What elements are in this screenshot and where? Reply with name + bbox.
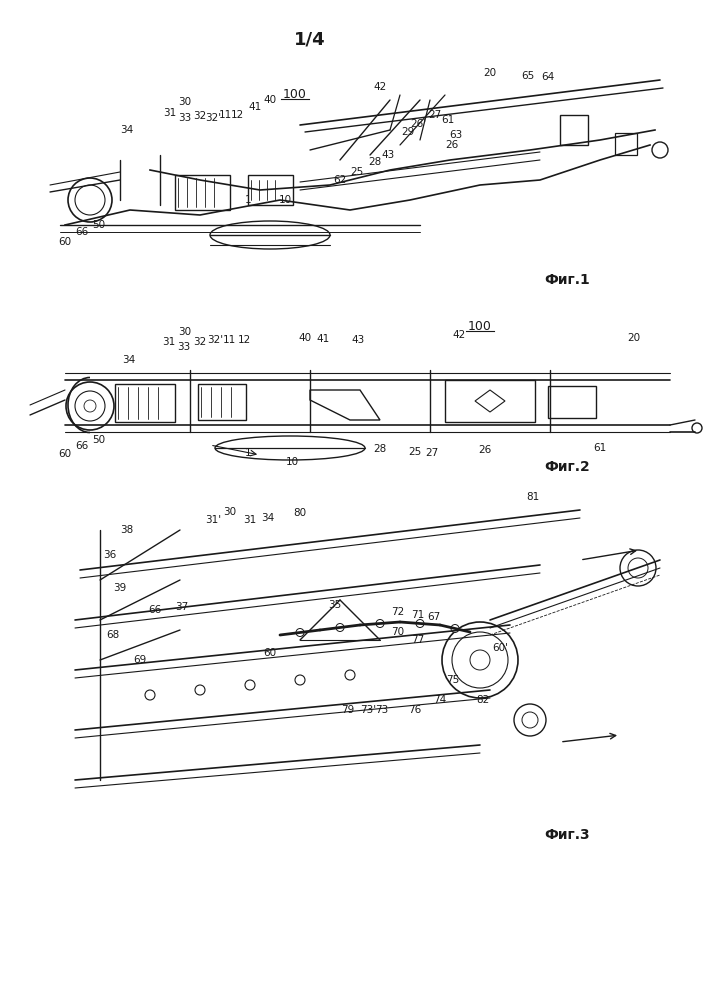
Text: 32': 32'	[207, 335, 223, 345]
Text: 64: 64	[542, 72, 554, 82]
Text: 29: 29	[402, 127, 414, 137]
Text: 28: 28	[368, 157, 382, 167]
Text: 31: 31	[243, 515, 257, 525]
Text: 73': 73'	[360, 705, 376, 715]
Text: 65: 65	[521, 71, 534, 81]
Text: 1: 1	[245, 448, 251, 458]
Text: 30: 30	[223, 507, 237, 517]
Text: 77: 77	[411, 635, 425, 645]
Text: 60: 60	[264, 648, 276, 658]
Text: 31: 31	[163, 108, 177, 118]
Text: 100: 100	[468, 320, 492, 334]
Text: 34: 34	[262, 513, 274, 523]
Text: 1: 1	[245, 195, 251, 205]
Text: 43: 43	[381, 150, 395, 160]
Text: 42: 42	[373, 82, 387, 92]
Text: 50: 50	[93, 435, 105, 445]
Text: 25: 25	[351, 167, 363, 177]
Bar	[198, 384, 246, 420]
Text: 26: 26	[445, 140, 459, 150]
Text: 67: 67	[427, 612, 440, 622]
Text: 20: 20	[627, 333, 640, 343]
Text: 60: 60	[59, 449, 71, 459]
Bar	[615, 133, 637, 155]
Text: 69: 69	[134, 655, 146, 665]
Text: 11: 11	[223, 335, 235, 345]
Text: 40: 40	[298, 333, 312, 343]
Text: 31': 31'	[205, 515, 221, 525]
Text: 20: 20	[484, 68, 496, 78]
Text: 39: 39	[113, 583, 127, 593]
Text: 35: 35	[328, 600, 341, 610]
Text: 62: 62	[334, 175, 346, 185]
Text: 61: 61	[441, 115, 455, 125]
Bar	[175, 175, 230, 210]
Text: 32: 32	[194, 111, 206, 121]
Text: Фиг.2: Фиг.2	[544, 460, 590, 474]
Text: 100: 100	[283, 89, 307, 102]
Text: 37: 37	[175, 602, 189, 612]
Text: 38: 38	[120, 525, 134, 535]
Circle shape	[451, 624, 459, 633]
Text: 28: 28	[373, 444, 387, 454]
Bar	[445, 380, 535, 422]
Circle shape	[336, 624, 344, 632]
Text: 60': 60'	[492, 643, 508, 653]
Text: 33: 33	[177, 342, 191, 352]
Text: 74: 74	[433, 695, 447, 705]
Text: 63: 63	[450, 130, 462, 140]
Text: 82: 82	[477, 695, 490, 705]
Text: 10: 10	[286, 457, 298, 467]
Text: 60: 60	[59, 237, 71, 247]
Text: 70: 70	[392, 627, 404, 637]
Bar	[115, 384, 175, 422]
Bar	[560, 115, 588, 145]
Bar	[548, 386, 596, 418]
Text: 72: 72	[392, 607, 404, 617]
Text: 66: 66	[148, 605, 162, 615]
Text: Фиг.3: Фиг.3	[544, 828, 590, 842]
Text: 66: 66	[76, 441, 88, 451]
Text: 12: 12	[238, 335, 250, 345]
Text: 12: 12	[230, 110, 244, 120]
Bar	[248, 175, 293, 205]
Text: 32': 32'	[205, 113, 221, 123]
Text: 34: 34	[120, 125, 134, 135]
Circle shape	[376, 619, 384, 628]
Text: 66: 66	[76, 227, 88, 237]
Text: 80: 80	[293, 508, 307, 518]
Text: 41: 41	[316, 334, 329, 344]
Text: 41: 41	[248, 102, 262, 112]
Text: 11: 11	[218, 110, 232, 120]
Circle shape	[416, 619, 424, 628]
Text: 42: 42	[452, 330, 466, 340]
Text: 27: 27	[426, 448, 438, 458]
Text: 26: 26	[479, 445, 491, 455]
Text: 27: 27	[428, 110, 442, 120]
Text: 30: 30	[178, 327, 192, 337]
Text: 25: 25	[409, 447, 421, 457]
Text: 26': 26'	[410, 119, 426, 129]
Text: 1/4: 1/4	[294, 31, 326, 49]
Text: 30: 30	[178, 97, 192, 107]
Text: Фиг.1: Фиг.1	[544, 273, 590, 287]
Text: 36: 36	[103, 550, 117, 560]
Text: 31: 31	[163, 337, 175, 347]
Text: 61: 61	[593, 443, 607, 453]
Text: 73: 73	[375, 705, 389, 715]
Text: 34: 34	[122, 355, 136, 365]
Text: 40: 40	[264, 95, 276, 105]
Text: 43: 43	[351, 335, 365, 345]
Text: 76: 76	[409, 705, 421, 715]
Text: 68: 68	[106, 630, 119, 640]
Text: 32: 32	[194, 337, 206, 347]
Text: 33: 33	[178, 113, 192, 123]
Text: 50: 50	[93, 220, 105, 230]
Text: 71: 71	[411, 610, 425, 620]
Text: 75: 75	[446, 675, 460, 685]
Text: 10: 10	[279, 195, 291, 205]
Text: 79: 79	[341, 705, 355, 715]
Text: 81: 81	[527, 492, 539, 502]
Circle shape	[296, 629, 304, 637]
